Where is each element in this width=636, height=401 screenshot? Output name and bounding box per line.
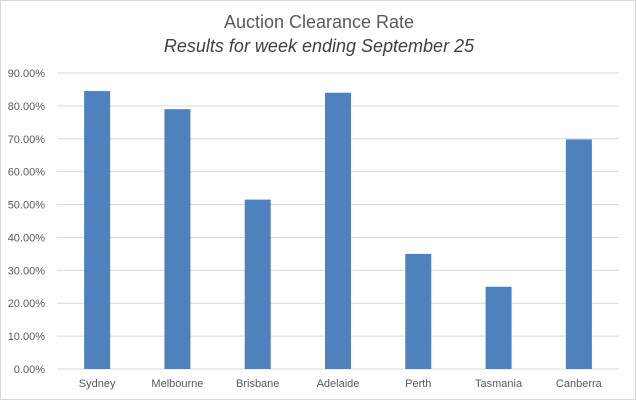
y-tick-label: 80.00% (8, 101, 46, 113)
bars (84, 91, 592, 369)
chart-subtitle: Results for week ending September 25 (163, 36, 475, 56)
y-tick-label: 70.00% (8, 134, 46, 146)
x-tick-label: Canberra (556, 378, 603, 390)
y-tick-label: 30.00% (8, 265, 46, 277)
chart-title: Auction Clearance Rate (223, 12, 415, 32)
y-axis: 0.00% 10.00% 20.00% 30.00% 40.00% 50.00% 60.00… (8, 68, 46, 376)
bar-canberra (565, 139, 592, 369)
y-tick-label: 0.00% (14, 364, 45, 376)
x-axis: Sydney Melbourne Brisbane Adelaide Perth Tasm… (79, 378, 603, 390)
y-tick-label: 90.00% (8, 68, 46, 80)
bar-brisbane (244, 199, 271, 369)
y-tick-label: 60.00% (8, 167, 46, 179)
y-tick-label: 20.00% (8, 298, 46, 310)
bar-perth (405, 253, 432, 369)
y-tick-label: 40.00% (8, 232, 46, 244)
bar-adelaide (325, 92, 351, 369)
y-tick-label: 50.00% (8, 200, 46, 212)
x-tick-label: Perth (405, 378, 431, 390)
x-tick-label: Brisbane (236, 378, 279, 390)
bar-tasmania (485, 286, 512, 369)
bar-sydney (84, 91, 111, 369)
x-tick-label: Adelaide (317, 378, 360, 390)
y-tick-label: 10.00% (8, 331, 46, 343)
x-tick-label: Sydney (79, 378, 116, 390)
x-tick-label: Melbourne (151, 378, 203, 390)
x-tick-label: Tasmania (475, 378, 523, 390)
bar-melbourne (164, 109, 191, 369)
